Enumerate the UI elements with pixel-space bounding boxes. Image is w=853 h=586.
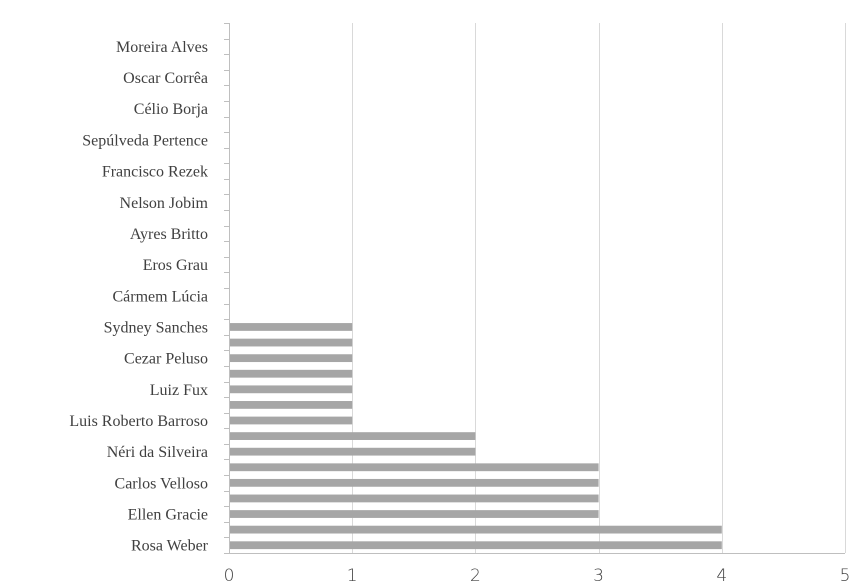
x-tick-label: 0 [224, 566, 235, 586]
category-label: Ayres Britto [130, 226, 208, 243]
bar [229, 510, 599, 518]
bars [229, 323, 722, 550]
category-label: Eros Grau [143, 257, 208, 274]
grid-lines [352, 23, 846, 553]
category-label: Moreira Alves [116, 39, 208, 56]
x-tick-label: 5 [840, 566, 851, 586]
x-tick-label: 1 [347, 566, 358, 586]
bar [229, 432, 476, 440]
category-label: Cezar Peluso [124, 351, 208, 368]
category-label: Sydney Sanches [104, 319, 208, 336]
category-label: Carlos Velloso [115, 475, 208, 492]
bar [229, 323, 353, 331]
bar [229, 525, 722, 534]
category-label: Luiz Fux [150, 382, 208, 399]
category-label: Francisco Rezek [102, 164, 208, 181]
category-label: Sepúlveda Pertence [82, 132, 208, 149]
bar [229, 478, 599, 487]
category-label: Néri da Silveira [107, 444, 208, 461]
bar [229, 369, 353, 378]
category-label: Luis Roberto Barroso [69, 413, 208, 430]
bar [229, 385, 353, 394]
bar [229, 494, 599, 503]
bar [229, 354, 353, 363]
category-label: Cármem Lúcia [112, 288, 208, 305]
category-label: Rosa Weber [131, 538, 209, 555]
x-tick-label: 3 [593, 566, 604, 586]
x-tick-label: 2 [470, 566, 481, 586]
category-label: Oscar Corrêa [123, 70, 208, 87]
y-axis [224, 23, 845, 554]
bar [229, 401, 353, 409]
bar [229, 463, 599, 472]
category-labels: Rosa Weber Ellen Gracie Carlos Velloso Néri… [69, 39, 208, 555]
bar [229, 338, 353, 347]
bar [229, 416, 353, 425]
category-label: Nelson Jobim [120, 195, 209, 212]
x-tick-label: 4 [716, 566, 727, 586]
bar [229, 447, 476, 456]
category-label: Célio Borja [134, 101, 208, 118]
x-tick-labels: 0 1 2 3 4 5 [224, 566, 851, 586]
category-label: Ellen Gracie [128, 507, 208, 524]
bar [229, 541, 722, 550]
